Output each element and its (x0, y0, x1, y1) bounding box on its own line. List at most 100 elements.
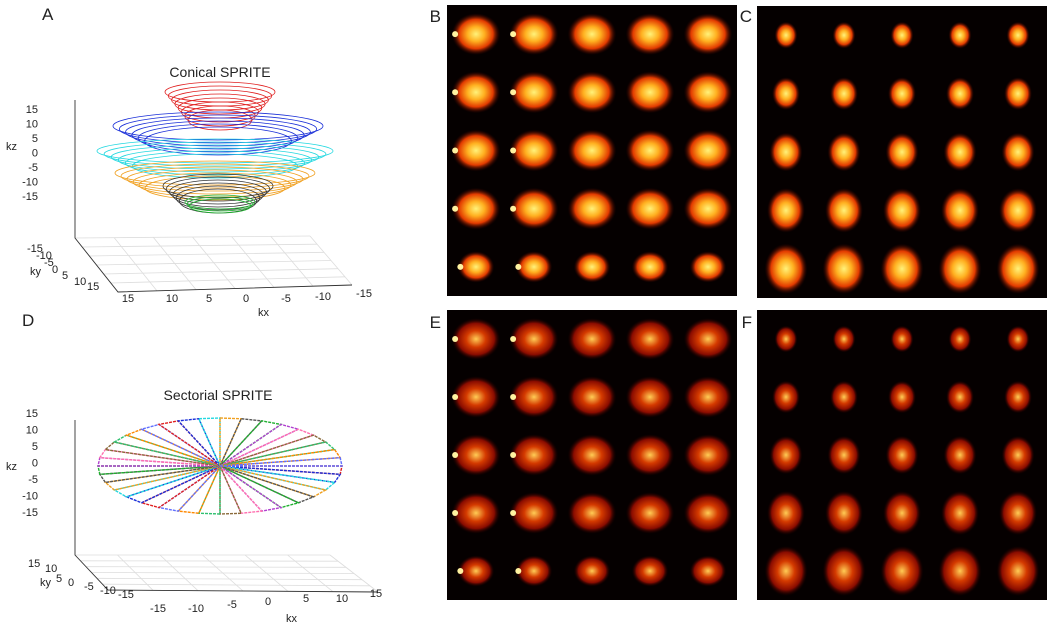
slice (891, 22, 914, 49)
slice (626, 492, 675, 534)
slice (684, 376, 733, 418)
slice (880, 546, 923, 596)
slice (632, 251, 669, 282)
kx-tick-label: 5 (303, 593, 309, 605)
image-mosaic (757, 6, 1047, 298)
kz-tick-label: -15 (22, 191, 38, 203)
kz-tick-label: 10 (26, 119, 38, 131)
slice (822, 546, 865, 596)
kx-tick-label: -10 (188, 603, 204, 615)
slice (510, 130, 559, 172)
slice (452, 376, 501, 418)
slice-spot (510, 336, 516, 342)
slice (1007, 326, 1030, 353)
slice (1004, 77, 1032, 110)
slice (626, 376, 675, 418)
slice (941, 491, 979, 535)
slice (568, 434, 617, 476)
ky-axis-label: ky (30, 266, 42, 278)
trajectory (133, 170, 297, 194)
slice (764, 244, 807, 295)
kx-tick-label: 15 (122, 293, 134, 305)
slice (941, 188, 979, 233)
slice (452, 188, 501, 230)
image-mosaic (447, 310, 737, 600)
kx-tick-label: 10 (336, 593, 348, 605)
slice (568, 71, 617, 113)
kz-tick-label: 0 (32, 148, 38, 160)
kx-axis-label: kx (286, 613, 298, 624)
kx-tick-label: -10 (315, 291, 331, 303)
kx-tick-label: 15 (370, 588, 382, 600)
kx-tick-label: 10 (166, 293, 178, 305)
panel-label: A (42, 5, 54, 24)
slice-spot (452, 510, 458, 516)
slice (828, 436, 861, 474)
ky-tick-label: -5 (84, 581, 94, 593)
slice-spot (452, 89, 458, 95)
slice (684, 13, 733, 55)
trajectory-sector (220, 435, 326, 466)
kz-tick-label: -10 (22, 177, 38, 189)
slice (999, 188, 1037, 233)
ky-tick-label: -10 (100, 585, 116, 597)
slice (568, 13, 617, 55)
panel-label: B (430, 7, 441, 26)
slice (568, 376, 617, 418)
slice (1007, 22, 1030, 49)
kz-tick-label: 15 (26, 104, 38, 116)
slice (770, 436, 803, 474)
trajectory (170, 180, 267, 204)
kx-tick-label: 0 (243, 293, 249, 305)
kz-tick-label: 5 (32, 441, 38, 453)
slice-spot (515, 568, 521, 574)
slice (510, 492, 559, 534)
slice (938, 546, 981, 596)
slice (883, 188, 921, 233)
slice (1004, 381, 1032, 414)
kx-tick-label: -15 (150, 603, 166, 615)
slice (684, 71, 733, 113)
slice-spot (510, 452, 516, 458)
kz-tick-label: 0 (32, 458, 38, 470)
slice (999, 491, 1037, 535)
plot-title: Sectorial SPRITE (164, 387, 273, 403)
slice (626, 318, 675, 360)
kz-tick-label: -10 (22, 491, 38, 503)
slice (452, 318, 501, 360)
slice (568, 492, 617, 534)
ky-tick-label: 15 (87, 281, 99, 293)
floor-grid (75, 236, 352, 292)
slice (830, 77, 858, 110)
slice (888, 381, 916, 414)
kz-axis-label: kz (6, 141, 17, 153)
slice (452, 13, 501, 55)
slice (626, 130, 675, 172)
slice (822, 244, 865, 295)
panel-label: E (430, 313, 441, 332)
slice (1002, 436, 1035, 474)
ky-tick-label: 0 (52, 264, 58, 276)
kx-tick-label: -15 (356, 288, 372, 300)
slice (833, 22, 856, 49)
slice (949, 22, 972, 49)
slice (833, 326, 856, 353)
slice (574, 555, 611, 586)
slice (888, 77, 916, 110)
slice (510, 376, 559, 418)
slice (949, 326, 972, 353)
slice (996, 244, 1039, 295)
slice (510, 71, 559, 113)
slice (938, 244, 981, 295)
ky-tick-label: 0 (68, 577, 74, 589)
grid-line (103, 584, 371, 586)
slice (770, 133, 803, 172)
slice (452, 71, 501, 113)
slice (775, 326, 798, 353)
kx-tick-label: 0 (265, 596, 271, 608)
slice (684, 492, 733, 534)
slice (996, 546, 1039, 596)
slice (684, 434, 733, 476)
